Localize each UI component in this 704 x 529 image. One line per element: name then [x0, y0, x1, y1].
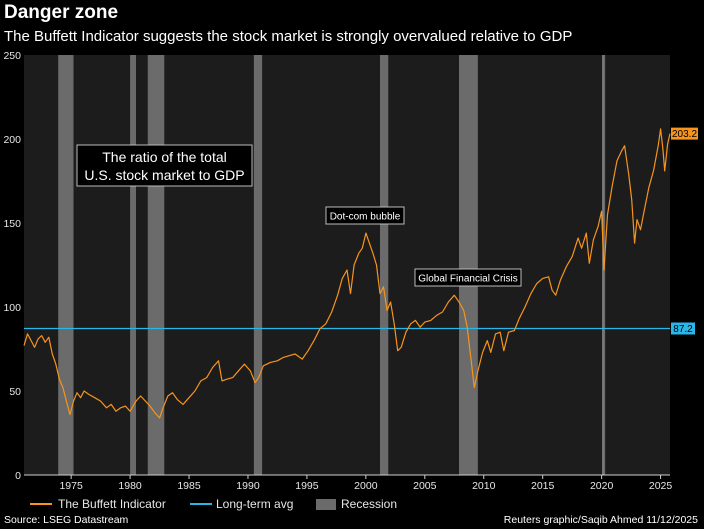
definition-box — [76, 144, 253, 187]
x-tick-label: 2005 — [413, 480, 437, 492]
y-tick-label: 150 — [3, 218, 21, 230]
x-tick-label: 1975 — [59, 480, 83, 492]
recession-band — [58, 55, 74, 475]
chart-subtitle: The Buffett Indicator suggests the stock… — [4, 28, 573, 45]
x-tick-label: 1990 — [236, 480, 260, 492]
x-tick-label: 2015 — [531, 480, 555, 492]
legend-recession-label: Recession — [341, 497, 397, 511]
avg-end-label: 87.2 — [673, 324, 693, 335]
x-tick-label: 1985 — [177, 480, 201, 492]
definition-line-1: The ratio of the total — [102, 149, 227, 165]
avg-end-label-bg — [671, 322, 695, 335]
recession-band — [253, 55, 263, 475]
x-tick-label: 2010 — [472, 480, 496, 492]
y-tick-label: 0 — [15, 470, 21, 482]
recession-band — [458, 55, 478, 475]
gfc-label-box — [414, 268, 522, 287]
legend: The Buffett Indicator Long-term avg Rece… — [30, 497, 397, 511]
indicator-end-label-bg — [671, 127, 698, 140]
y-axis-ticks: 0 50 100 150 200 250 — [3, 50, 21, 482]
y-tick-label: 250 — [3, 50, 21, 62]
y-tick-label: 100 — [3, 302, 21, 314]
gfc-label: Global Financial Crisis — [418, 274, 517, 285]
recession-band — [380, 55, 389, 475]
x-tick-label: 2000 — [354, 480, 378, 492]
plot-area — [24, 55, 670, 475]
legend-indicator-label: The Buffett Indicator — [58, 497, 166, 511]
x-tick-label: 2025 — [649, 480, 673, 492]
x-axis-ticks: 1975 1980 1985 1990 1995 2000 2005 2010 2015 2020… — [59, 475, 672, 492]
credit-note: Reuters graphic/Saqib Ahmed 11/12/2025 — [503, 514, 698, 526]
legend-recession-swatch — [316, 499, 336, 510]
legend-avg-label: Long-term avg — [216, 497, 293, 511]
dotcom-label: Dot-com bubble — [330, 212, 401, 223]
buffett-indicator-line — [23, 128, 671, 419]
x-tick-label: 2020 — [590, 480, 614, 492]
y-tick-label: 50 — [9, 386, 21, 398]
dotcom-label-box — [325, 206, 405, 225]
indicator-end-label: 203.2 — [672, 129, 697, 140]
source-note: Source: LSEG Datastream — [4, 514, 129, 526]
x-tick-label: 1995 — [295, 480, 319, 492]
definition-line-2: U.S. stock market to GDP — [84, 167, 244, 183]
y-tick-label: 200 — [3, 134, 21, 146]
x-tick-label: 1980 — [118, 480, 142, 492]
chart-title: Danger zone — [4, 2, 119, 23]
recession-band — [130, 55, 136, 475]
